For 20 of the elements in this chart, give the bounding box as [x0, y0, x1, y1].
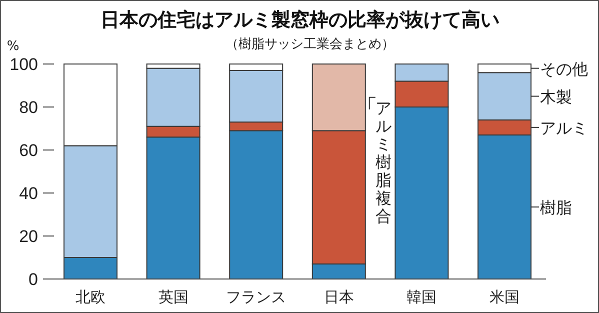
y-axis-title: %	[6, 39, 20, 54]
legend-label: アルミ	[540, 118, 588, 138]
y-tick-label: 20	[19, 227, 38, 246]
y-tick-label: 40	[19, 184, 38, 203]
legend-label: 木製	[540, 87, 572, 106]
y-tick-label: 60	[19, 141, 38, 160]
legend-label: 樹脂	[540, 198, 572, 217]
x-tick-label: 米国	[490, 288, 520, 306]
x-tick-label: 北欧	[76, 288, 106, 306]
chart-title: 日本の住宅はアルミ製窓枠の比率が抜けて高い	[100, 9, 500, 31]
x-tick-label: 韓国	[406, 288, 437, 306]
x-tick-label: 日本	[324, 288, 354, 306]
y-tick-label: 100	[10, 55, 38, 74]
x-tick-label: 英国	[158, 288, 188, 306]
y-tick-label: 80	[19, 98, 38, 117]
x-tick-label: フランス	[226, 288, 286, 306]
legend-label: その他	[540, 59, 588, 78]
legend-label: アルミ樹脂複合	[375, 98, 392, 226]
chart-subtitle: （樹脂サッシ工業会まとめ）	[226, 37, 394, 52]
y-tick-label: 0	[28, 270, 38, 289]
